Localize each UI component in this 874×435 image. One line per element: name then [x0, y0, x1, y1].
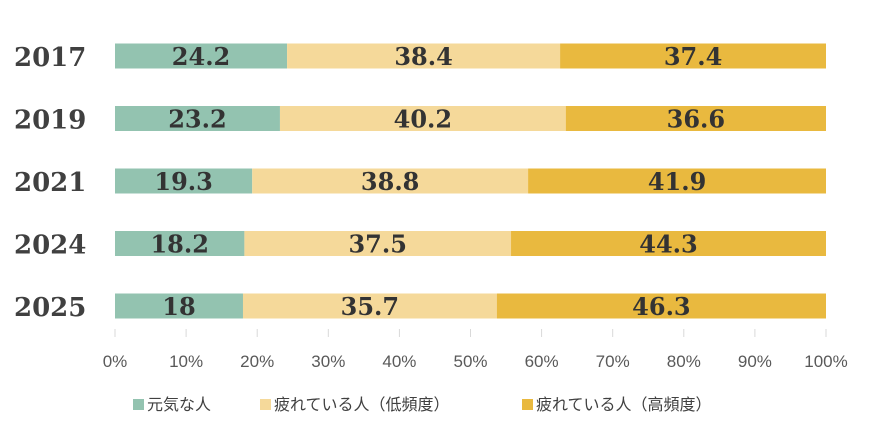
data-label: 40.2 [394, 105, 452, 134]
legend-swatch [133, 399, 144, 410]
category-label: 2019 [14, 106, 86, 136]
category-label: 2021 [14, 168, 86, 198]
data-label: 38.8 [361, 167, 419, 196]
x-tick-label: 90% [738, 352, 772, 371]
bar-segment [115, 43, 288, 69]
x-tick-label: 60% [525, 352, 559, 371]
data-label: 44.3 [639, 230, 697, 259]
legend-swatch [522, 399, 533, 410]
x-tick-label: 30% [311, 352, 345, 371]
data-label: 18 [162, 292, 195, 321]
x-tick-label: 40% [382, 352, 416, 371]
bar-segment [252, 168, 529, 194]
data-label: 41.9 [648, 167, 706, 196]
data-label: 38.4 [394, 42, 452, 71]
bar-segment [244, 231, 512, 256]
legend-label: 元気な人 [147, 395, 211, 414]
bar-segment [565, 106, 826, 131]
data-label: 19.3 [154, 167, 212, 196]
bar-segment [242, 293, 497, 319]
bar-segment [496, 293, 826, 319]
category-label: 2017 [14, 43, 86, 73]
bar-segment [560, 43, 826, 69]
data-label: 37.4 [664, 42, 722, 71]
bar-segment [115, 106, 280, 131]
x-tick-label: 50% [453, 352, 487, 371]
x-tick-label: 20% [240, 352, 274, 371]
data-label: 24.2 [172, 42, 230, 71]
bar-segment [528, 168, 826, 194]
data-label: 37.5 [348, 230, 406, 259]
data-label: 35.7 [341, 292, 399, 321]
x-tick-label: 0% [103, 352, 128, 371]
category-label: 2025 [14, 293, 86, 323]
category-label: 2024 [14, 231, 86, 261]
data-label: 23.2 [168, 105, 226, 134]
x-tick-label: 70% [596, 352, 630, 371]
legend-label: 疲れている人（低頻度） [274, 395, 450, 414]
x-tick-label: 100% [804, 352, 847, 371]
bar-segment [115, 231, 245, 256]
bar-segment [115, 293, 243, 319]
x-tick-label: 10% [169, 352, 203, 371]
data-label: 18.2 [150, 230, 208, 259]
legend-swatch [260, 399, 271, 410]
data-label: 36.6 [667, 105, 725, 134]
legend-label: 疲れている人（高頻度） [536, 395, 712, 414]
x-tick-label: 80% [667, 352, 701, 371]
bar-segment [115, 168, 253, 194]
data-label: 46.3 [632, 292, 690, 321]
bar-segment [511, 231, 826, 256]
bar-segment [279, 106, 566, 131]
bar-segment [287, 43, 561, 69]
